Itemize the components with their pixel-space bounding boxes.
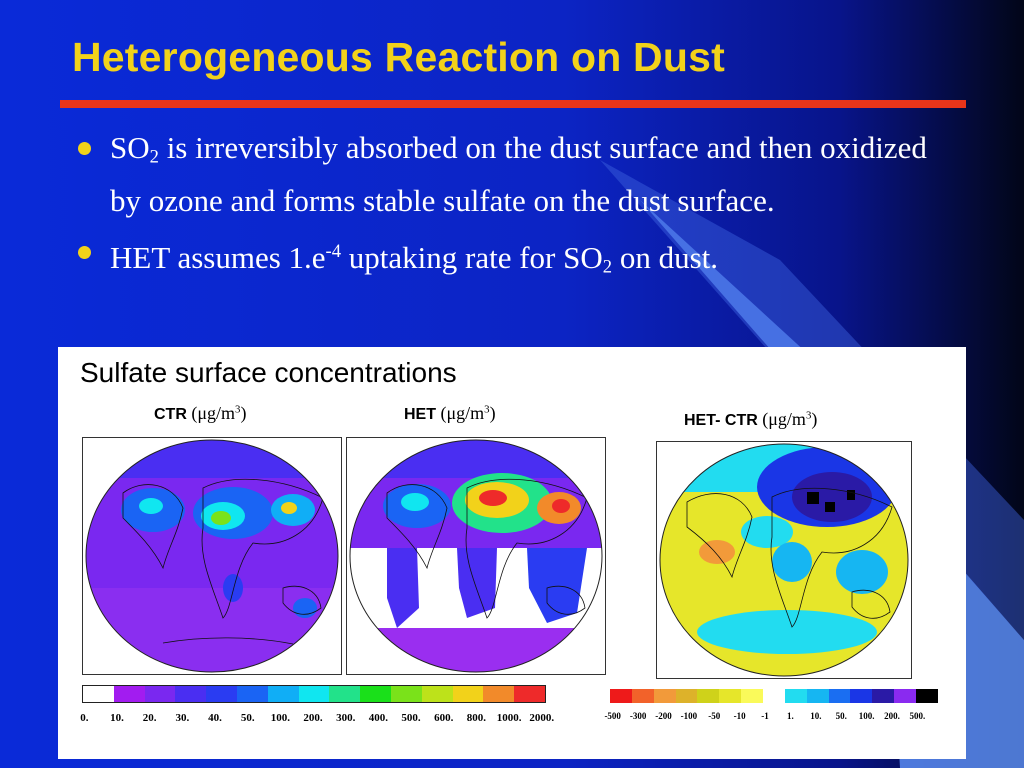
slide-title: Heterogeneous Reaction on Dust [72, 34, 725, 80]
colorbar-swatch [236, 686, 268, 702]
colorbar-swatch [483, 686, 515, 702]
colorbar-tick-label: 20. [142, 712, 157, 724]
colorbar-tick-label: 50. [240, 712, 255, 724]
bullet-dot-icon [78, 245, 91, 259]
colorbar-tick-label: 1. [787, 711, 794, 721]
colorbar-tick-label: -50 [708, 711, 721, 721]
colorbar-swatch [675, 689, 698, 703]
bullet-text-part: on dust. [612, 239, 718, 275]
map-label-name: HET- CTR [684, 412, 758, 429]
colorbar-tick-label: -500 [604, 711, 621, 721]
map-ctr [82, 437, 342, 675]
bullet-text-part: -4 [325, 240, 342, 262]
colorbar-swatch [267, 686, 299, 702]
colorbar-swatch [697, 689, 720, 703]
map-ctr-image [85, 439, 339, 673]
map-label-unit: (μg/m3) [191, 403, 247, 423]
colorbar-swatch [872, 689, 895, 703]
colorbar-tick-label: 10. [110, 712, 124, 724]
colorbar-tick-label: 100. [858, 711, 875, 721]
colorbar-tick-label: -10 [733, 711, 746, 721]
colorbar-swatch [452, 686, 484, 702]
map-label-het: HET (μg/m3) [404, 403, 496, 424]
colorbar-swatch [298, 686, 330, 702]
colorbar-swatch [360, 686, 391, 702]
colorbar-swatch [894, 689, 917, 703]
colorbar-swatch [719, 689, 742, 703]
bullet-text: HET assumes 1.e-4 uptaking rate for SO2 … [110, 239, 718, 278]
colorbar-swatch [83, 686, 114, 702]
bullet-text-part: 2 [602, 256, 613, 278]
colorbar-tick-label: -1 [761, 711, 769, 721]
colorbar-tick-label: 500. [401, 712, 421, 724]
map-label-unit: (μg/m3) [762, 409, 818, 429]
colorbar-swatch [653, 689, 676, 703]
colorbar-swatch [763, 689, 785, 703]
map-label-unit: (μg/m3) [440, 403, 496, 423]
colorbar-swatch [828, 689, 851, 703]
colorbar-swatch [610, 689, 632, 703]
colorbar-tick-label: -100 [680, 711, 698, 721]
colorbar-swatch [806, 689, 829, 703]
colorbar-swatch [916, 689, 938, 703]
colorbar-right [610, 689, 938, 703]
bullet-text-part: is irreversibly absorbed on the dust sur… [110, 130, 927, 218]
colorbar-swatch [631, 689, 654, 703]
bullet-text-part: SO [110, 130, 150, 165]
colorbar-swatch [741, 689, 764, 703]
map-label-name: HET [404, 406, 436, 423]
bullet-dot-icon [78, 142, 91, 155]
colorbar-swatch [113, 686, 145, 702]
map-label-name: CTR [154, 406, 187, 423]
colorbar-tick-label: 2000. [529, 712, 555, 724]
map-diff-image [659, 443, 909, 677]
colorbar-tick-label: -200 [655, 711, 672, 721]
colorbar-swatch [329, 686, 361, 702]
colorbar-tick-label: 1000. [496, 712, 522, 724]
colorbar-left [82, 685, 546, 703]
figure-panel: Sulfate surface concentrations CTR (μg/m… [58, 347, 966, 759]
colorbar-tick-label: 0. [80, 712, 89, 724]
figure-title: Sulfate surface concentrations [80, 357, 457, 388]
bullet-text-part: uptaking rate for SO [341, 239, 603, 275]
colorbar-tick-label: 200. [884, 711, 900, 721]
bullet-list: SO2 is irreversibly absorbed on the dust… [78, 126, 958, 296]
map-het [346, 437, 606, 675]
colorbar-tick-label: 40. [208, 712, 222, 724]
colorbar-right-labels: -500 -300 -200 -100 -50 -10 -1 1. 10. 50. 100. 200.… [600, 711, 930, 721]
title-underline [60, 100, 966, 108]
map-label-diff: HET- CTR (μg/m3) [684, 409, 817, 430]
colorbar-swatch [850, 689, 873, 703]
map-diff [656, 441, 912, 679]
map-het-image [349, 439, 603, 673]
colorbar-swatch [175, 686, 207, 702]
colorbar-swatch [514, 686, 545, 702]
colorbar-swatch [784, 689, 807, 703]
bullet-item: SO2 is irreversibly absorbed on the dust… [78, 126, 958, 222]
colorbar-swatch [144, 686, 176, 702]
colorbar-tick-label: 200. [303, 712, 323, 724]
map-label-ctr: CTR (μg/m3) [154, 403, 246, 424]
bullet-item: HET assumes 1.e-4 uptaking rate for SO2 … [78, 230, 958, 289]
colorbar-tick-label: 10. [810, 711, 822, 721]
colorbar-tick-label: -300 [629, 711, 647, 721]
colorbar-tick-label: 50. [835, 711, 847, 721]
bullet-text-part: HET assumes 1.e [110, 239, 326, 275]
colorbar-swatch [206, 686, 237, 702]
colorbar-tick-label: 600. [434, 712, 454, 724]
colorbar-left-labels: 0. 10. 20. 30. 40. 50. 100. 200. 300. 400. 500. 600… [68, 712, 558, 724]
colorbar-tick-label: 100. [270, 712, 290, 724]
bullet-text-part: 2 [149, 146, 159, 168]
colorbar-tick-label: 500. [909, 711, 926, 721]
colorbar-swatch [390, 686, 422, 702]
colorbar-tick-label: 400. [368, 712, 388, 724]
colorbar-swatch [421, 686, 453, 702]
colorbar-tick-label: 30. [175, 712, 190, 724]
colorbar-tick-label: 300. [336, 712, 356, 724]
bullet-text: SO2 is irreversibly absorbed on the dust… [110, 130, 927, 218]
colorbar-tick-label: 800. [466, 712, 487, 724]
